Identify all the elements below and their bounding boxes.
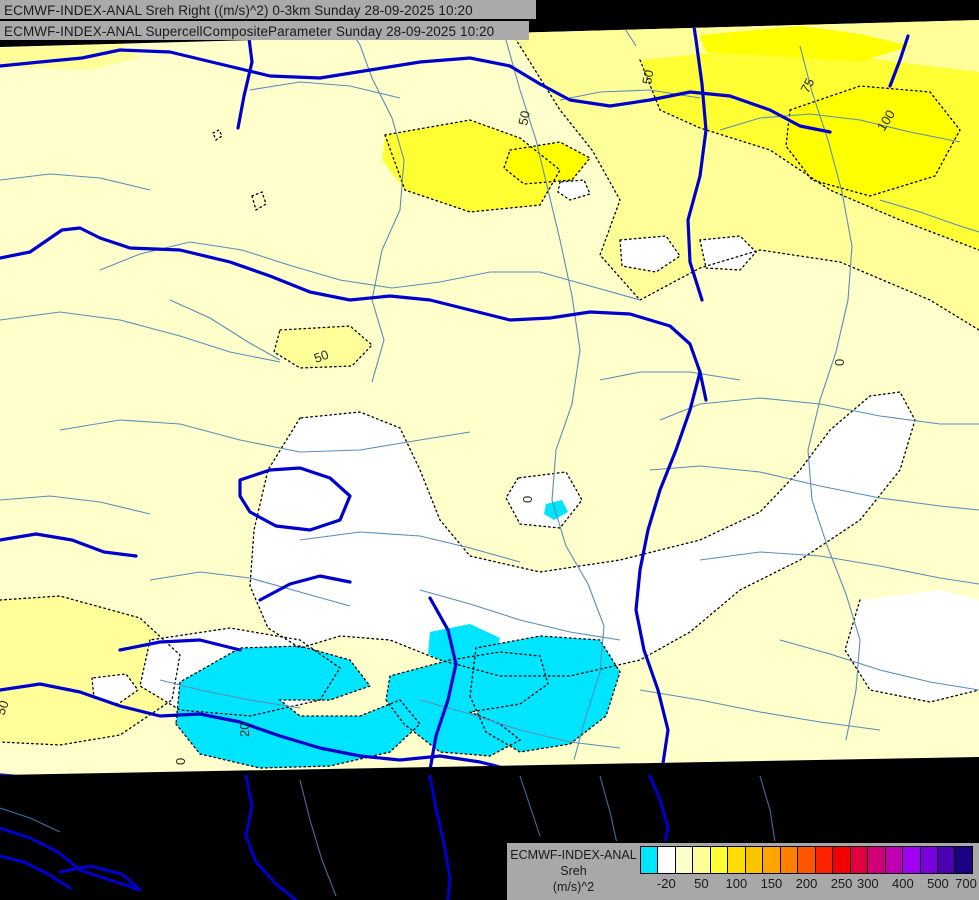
- tick-label--20: -20: [656, 876, 676, 891]
- color-swatch-13[interactable]: [868, 847, 886, 873]
- color-swatch-7[interactable]: [763, 847, 781, 873]
- svg-text:20: 20: [237, 723, 252, 737]
- tick-label-200: 200: [795, 876, 818, 891]
- tick-label-50: 50: [694, 876, 709, 891]
- legend-scale: -20 50 100 150 200 250 300 400 500 700: [640, 843, 979, 894]
- tick-label-150: 150: [760, 876, 783, 891]
- rivers-and-admin-boundaries: [0, 20, 979, 761]
- color-swatch-12[interactable]: [850, 847, 869, 873]
- tick-label-300: 300: [856, 876, 879, 891]
- color-swatch-18[interactable]: [955, 847, 972, 873]
- legend-units-label: (m/s)^2: [552, 880, 595, 894]
- major-rivers-and-borders: [0, 20, 910, 775]
- color-swatch-16[interactable]: [920, 847, 938, 873]
- fill-100-plus: [504, 26, 960, 196]
- color-swatch-1[interactable]: [658, 847, 676, 873]
- tick-label-100: 100: [725, 876, 748, 891]
- svg-text:50: 50: [515, 109, 533, 126]
- svg-text:0: 0: [520, 496, 535, 503]
- color-swatch-0[interactable]: [641, 847, 659, 873]
- color-swatch-3[interactable]: [693, 847, 711, 873]
- color-swatch-4[interactable]: [710, 847, 729, 873]
- color-swatch-2[interactable]: [675, 847, 694, 873]
- tick-label-500: 500: [927, 876, 949, 891]
- svg-text:0: 0: [173, 758, 188, 765]
- color-swatch-8[interactable]: [780, 847, 799, 873]
- svg-text:75: 75: [797, 76, 817, 96]
- color-bar[interactable]: [640, 846, 973, 874]
- fill-below-minus20: [176, 500, 620, 768]
- color-swatch-17[interactable]: [937, 847, 956, 873]
- legend-field-label: Sreh: [560, 864, 587, 878]
- svg-text:50: 50: [639, 69, 656, 86]
- color-swatch-15[interactable]: [903, 847, 921, 873]
- legend-panel: ECMWF-INDEX-ANAL Sreh (m/s)^2 -20 50 100 15…: [505, 841, 979, 900]
- color-swatch-11[interactable]: [833, 847, 851, 873]
- tick-label-400: 400: [892, 876, 914, 891]
- color-swatch-5[interactable]: [728, 847, 746, 873]
- svg-text:0: 0: [832, 359, 847, 366]
- color-swatch-6[interactable]: [745, 847, 764, 873]
- color-swatch-10[interactable]: [815, 847, 834, 873]
- title-bar-primary: ECMWF-INDEX-ANAL Sreh Right ((m/s)^2) 0-…: [0, 0, 536, 19]
- tick-label-700: 700: [955, 876, 977, 891]
- color-swatch-9[interactable]: [798, 847, 816, 873]
- svg-text:50: 50: [312, 347, 331, 366]
- legend-model-label: ECMWF-INDEX-ANAL: [510, 848, 637, 862]
- color-bar-tick-labels: -20 50 100 150 200 250 300 400 500 700: [640, 874, 977, 894]
- legend-caption: ECMWF-INDEX-ANAL Sreh (m/s)^2: [507, 843, 640, 895]
- tick-label-250: 250: [830, 876, 853, 891]
- svg-text:50: 50: [0, 698, 12, 717]
- title-bar-secondary: ECMWF-INDEX-ANAL SupercellCompositeParam…: [0, 21, 529, 40]
- color-swatch-14[interactable]: [885, 847, 904, 873]
